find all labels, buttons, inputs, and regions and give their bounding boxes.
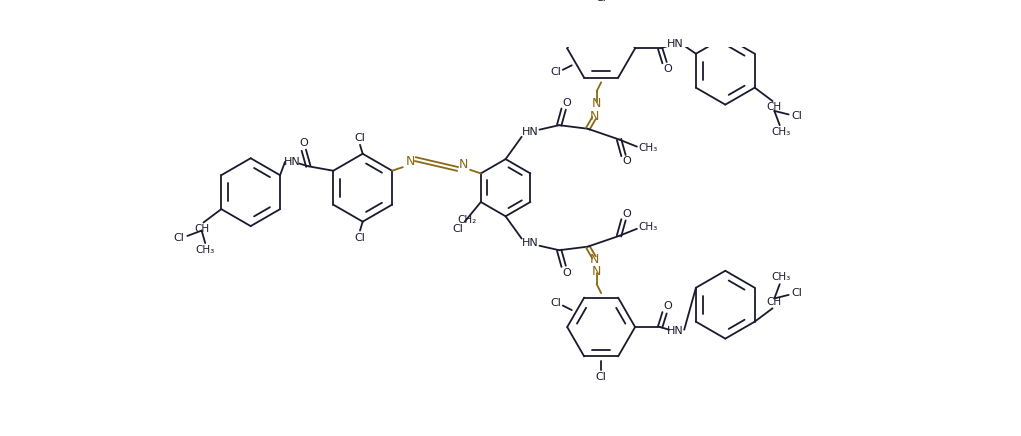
Text: CH₂: CH₂	[457, 215, 476, 225]
Text: N: N	[589, 252, 598, 266]
Text: N: N	[592, 265, 601, 278]
Text: O: O	[562, 268, 571, 278]
Text: Cl: Cl	[791, 111, 803, 121]
Text: N: N	[592, 97, 601, 110]
Text: Cl: Cl	[354, 233, 366, 243]
Text: Cl: Cl	[595, 372, 606, 382]
Text: CH: CH	[194, 224, 209, 234]
Text: Cl: Cl	[550, 68, 562, 78]
Text: CH: CH	[767, 297, 782, 307]
Text: O: O	[623, 209, 631, 219]
Text: CH₃: CH₃	[638, 222, 658, 232]
Text: HN: HN	[284, 157, 300, 167]
Text: HN: HN	[667, 327, 684, 337]
Text: N: N	[405, 155, 415, 168]
Text: O: O	[663, 64, 672, 74]
Text: N: N	[458, 158, 468, 171]
Text: O: O	[623, 156, 631, 166]
Text: HN: HN	[522, 238, 539, 248]
Text: Cl: Cl	[174, 233, 185, 243]
Text: Cl: Cl	[550, 298, 562, 308]
Text: Cl: Cl	[452, 224, 464, 234]
Text: CH₃: CH₃	[638, 143, 658, 153]
Text: O: O	[663, 301, 672, 311]
Text: O: O	[299, 138, 308, 148]
Text: HN: HN	[522, 127, 539, 137]
Text: CH₃: CH₃	[772, 127, 791, 137]
Text: Cl: Cl	[354, 133, 366, 143]
Text: CH₃: CH₃	[772, 272, 791, 282]
Text: HN: HN	[667, 39, 684, 49]
Text: O: O	[562, 98, 571, 108]
Text: CH: CH	[767, 102, 782, 112]
Text: CH₃: CH₃	[196, 245, 214, 255]
Text: Cl: Cl	[791, 288, 803, 298]
Text: N: N	[589, 110, 598, 123]
Text: Cl: Cl	[595, 0, 606, 3]
